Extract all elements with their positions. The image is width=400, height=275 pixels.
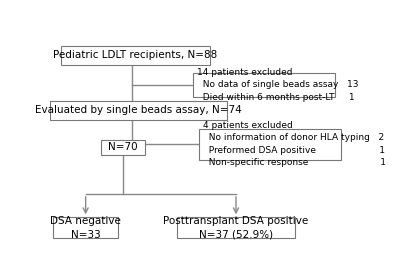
FancyBboxPatch shape (101, 140, 144, 155)
Text: Pediatric LDLT recipients, N=88: Pediatric LDLT recipients, N=88 (53, 50, 217, 60)
FancyBboxPatch shape (50, 101, 227, 120)
Text: N=70: N=70 (108, 142, 138, 152)
Text: DSA negative
N=33: DSA negative N=33 (50, 216, 121, 240)
Text: 14 patients excluded
  No data of single beads assay   13
  Died within 6 months: 14 patients excluded No data of single b… (197, 68, 359, 102)
FancyBboxPatch shape (61, 46, 210, 65)
Text: Posttransplant DSA positive
N=37 (52.9%): Posttransplant DSA positive N=37 (52.9%) (163, 216, 309, 240)
FancyBboxPatch shape (199, 129, 341, 160)
Text: 4 patients excluded
  No information of donor HLA typing   2
  Preformed DSA pos: 4 patients excluded No information of do… (204, 121, 386, 167)
FancyBboxPatch shape (53, 217, 118, 238)
FancyBboxPatch shape (193, 73, 335, 97)
FancyBboxPatch shape (177, 217, 295, 238)
Text: Evaluated by single beads assay, N=74: Evaluated by single beads assay, N=74 (35, 105, 242, 115)
